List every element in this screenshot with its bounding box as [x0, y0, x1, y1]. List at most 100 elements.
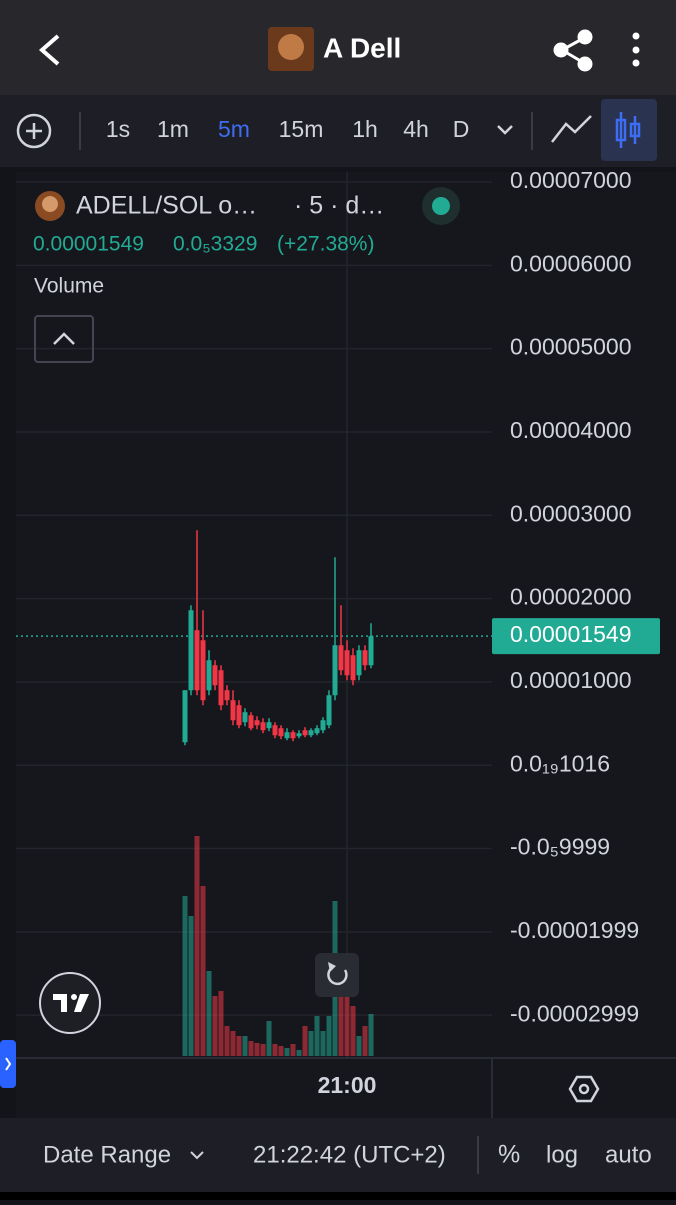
interval-button[interactable]: 5m [218, 116, 250, 142]
legend-price: 0.00001549 [33, 233, 144, 256]
interval-button[interactable]: D [453, 116, 470, 142]
volume-bar [212, 996, 218, 1056]
interval-button[interactable]: 1s [106, 116, 130, 142]
share-button[interactable] [553, 29, 593, 72]
volume-bar [302, 1026, 308, 1056]
volume-bar [350, 1006, 356, 1056]
candle-body [224, 690, 230, 701]
volume-bar [188, 916, 194, 1056]
volume-bar [278, 1046, 284, 1056]
last-price-badge [492, 618, 660, 655]
logo-mark [53, 994, 89, 1012]
candle-body [356, 650, 362, 676]
avatar-face [278, 34, 304, 60]
y-tick-label: 0.00003000 [510, 500, 632, 526]
toolbar [0, 95, 676, 167]
legend-change: 0.0₅3329 [173, 233, 257, 256]
tradingview-logo[interactable] [39, 972, 101, 1034]
system-bar [0, 1192, 676, 1200]
candle-body [344, 650, 350, 676]
candle-body [206, 660, 212, 691]
interval-button[interactable]: 15m [279, 116, 324, 142]
auto-button[interactable]: auto [605, 1141, 652, 1168]
y-tick-label: 0.00005000 [510, 334, 632, 360]
collapse-button[interactable] [34, 315, 94, 363]
interval-button[interactable]: 4h [403, 116, 429, 142]
date-range-chevron [190, 1151, 204, 1160]
interval-button[interactable]: 1m [157, 116, 189, 142]
last-price-label: 0.00001549 [510, 621, 632, 647]
legend-avatar-face [42, 196, 58, 212]
candle-body [260, 722, 266, 731]
candle-body [350, 655, 356, 681]
footer [0, 1118, 676, 1192]
candle-body [254, 720, 260, 726]
candle-chart-button[interactable] [601, 99, 657, 161]
side-panel-tab[interactable] [0, 1040, 16, 1088]
volume-bar [200, 886, 206, 1056]
volume-bar [218, 991, 224, 1056]
candle-body [338, 645, 344, 671]
volume-bar [326, 1016, 332, 1056]
y-tick-label: -0.00001999 [510, 917, 639, 943]
candle-body [182, 690, 188, 743]
page-title: A Dell [323, 32, 401, 63]
volume-bar [260, 1044, 266, 1056]
volume-bar [236, 1036, 242, 1056]
candle-body [314, 728, 320, 734]
candle-body [272, 725, 278, 736]
y-tick-label: 0.00007000 [510, 167, 632, 193]
reset-icon [327, 965, 348, 986]
collapse-icon [53, 332, 75, 345]
candle-body [278, 728, 284, 737]
y-tick-label: 0.00006000 [510, 250, 632, 276]
y-tick-label: -0.00002999 [510, 1000, 639, 1026]
candle-body [230, 700, 236, 721]
add-indicator-button[interactable] [16, 113, 52, 149]
volume-bar [194, 836, 200, 1056]
volume-bar [290, 1044, 296, 1056]
volume-bar [272, 1044, 278, 1056]
volume-bar [224, 1026, 230, 1056]
volume-bar [284, 1048, 290, 1056]
candle-icon [615, 112, 641, 148]
candle-body [320, 720, 326, 731]
percent-button[interactable]: % [498, 1141, 520, 1169]
volume-bar [242, 1036, 248, 1056]
candle-body [248, 715, 254, 729]
y-tick-label: 0.0₁₉1016 [510, 750, 610, 776]
volume-bar [314, 1016, 320, 1056]
date-range-button[interactable]: Date Range [43, 1141, 171, 1168]
candle-body [332, 645, 338, 696]
y-tick-label: 0.00002000 [510, 584, 632, 610]
candle-body [236, 705, 242, 726]
volume-bar [368, 1014, 374, 1056]
back-button[interactable] [38, 34, 60, 66]
x-tick-label: 21:00 [318, 1072, 377, 1098]
reset-button[interactable] [315, 953, 359, 997]
volume-bar [356, 1036, 362, 1056]
candle-body [200, 640, 206, 701]
candle-body [284, 732, 290, 739]
interval-dropdown[interactable] [497, 125, 513, 135]
volume-bar [308, 1031, 314, 1056]
volume-label: Volume [34, 275, 104, 298]
status-dot [432, 197, 450, 215]
y-tick-label: 0.00004000 [510, 417, 632, 443]
line-chart-button[interactable] [551, 115, 592, 143]
candle-body [194, 630, 200, 691]
candle-body [290, 732, 296, 739]
candle-body [266, 722, 272, 729]
y-tick-label: 0.00001000 [510, 667, 632, 693]
settings-button[interactable] [568, 1075, 600, 1103]
candle-body [212, 665, 218, 686]
volume-bar [182, 896, 188, 1056]
volume-bar [362, 1026, 368, 1056]
menu-button[interactable] [632, 32, 640, 67]
volume-bar [320, 1031, 326, 1056]
candle-body [368, 636, 374, 666]
log-button[interactable]: log [546, 1141, 578, 1168]
interval-button[interactable]: 1h [352, 116, 378, 142]
candle-body [218, 670, 224, 706]
